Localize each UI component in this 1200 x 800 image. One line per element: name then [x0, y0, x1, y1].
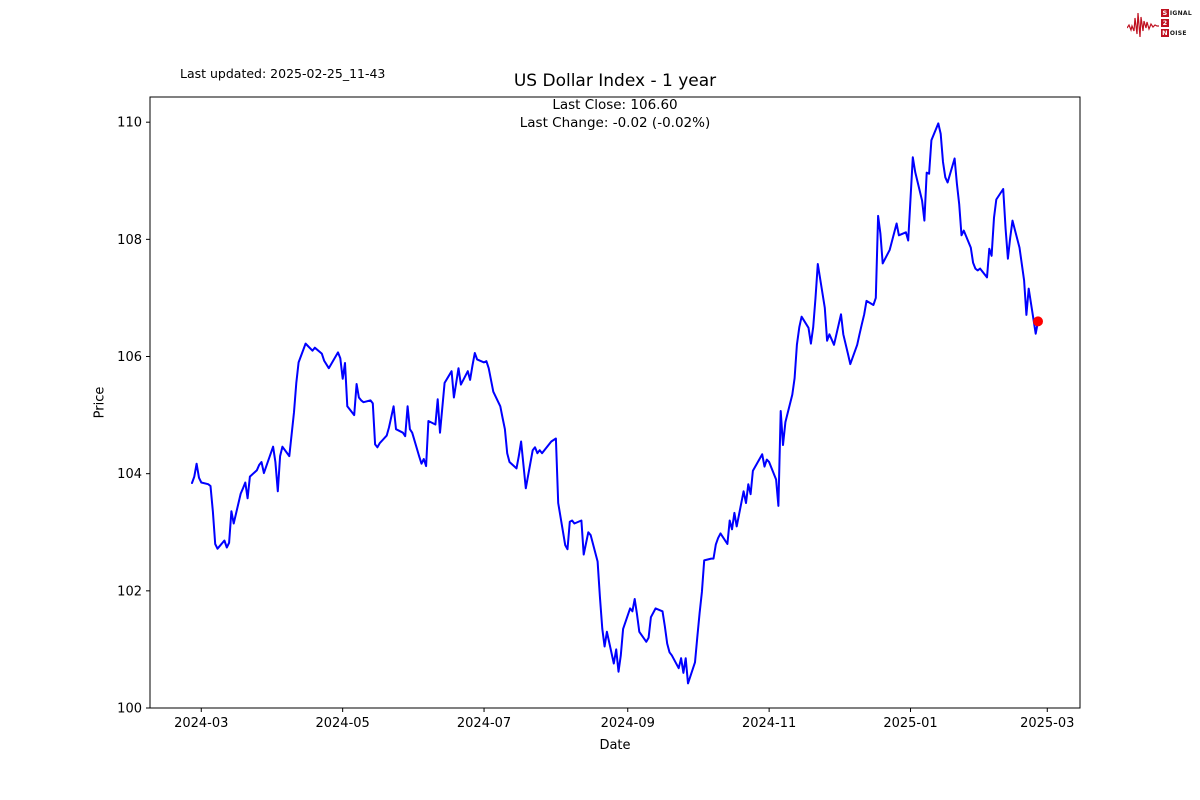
last-close-marker [1033, 316, 1043, 327]
chart-subtitle: Last Close: 106.60 Last Change: -0.02 (-… [150, 96, 1080, 132]
price-line [191, 122, 1039, 685]
chart-title: US Dollar Index - 1 year [513, 71, 717, 91]
axes-frame [149, 96, 1081, 709]
logo-chip-s: S [1160, 9, 1169, 17]
y-axis-label: Price [92, 386, 108, 419]
x-tick-label: 2025-03 [1020, 716, 1074, 731]
logo-word-oise: OISE [1169, 29, 1187, 37]
waveform-icon [1126, 12, 1159, 38]
logo-word-ignal: IGNAL [1169, 9, 1192, 17]
logo-text: S IGNAL 2 N OISE [1160, 9, 1192, 38]
x-tick-label: 2024-05 [315, 716, 369, 731]
last-updated-label: Last updated: 2025-02-25_11-43 [180, 66, 386, 81]
logo-chip-n: N [1160, 29, 1169, 37]
y-tick-label: 106 [117, 350, 142, 365]
x-tick-label: 2025-01 [883, 716, 937, 731]
x-tick-label: 2024-09 [601, 716, 655, 731]
last-close-label: Last Close: 106.60 [552, 97, 678, 113]
x-tick-label: 2024-11 [742, 716, 796, 731]
x-axis-label: Date [599, 738, 631, 753]
last-change-label: Last Change: -0.02 (-0.02%) [519, 115, 711, 131]
x-tick-label: 2024-03 [174, 716, 228, 731]
y-tick-label: 100 [117, 702, 142, 717]
logo-chip-2: 2 [1160, 19, 1169, 27]
y-tick-label: 110 [117, 116, 142, 131]
signal2noise-logo: S IGNAL 2 N OISE [1126, 6, 1192, 40]
y-tick-label: 108 [117, 233, 142, 248]
x-tick-label: 2024-07 [457, 716, 511, 731]
y-tick-label: 104 [117, 467, 142, 482]
y-tick-label: 102 [117, 584, 142, 599]
